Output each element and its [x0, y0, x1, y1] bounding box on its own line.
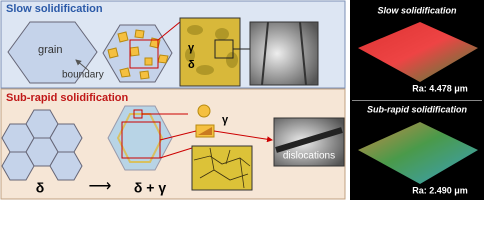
micrograph	[191, 145, 253, 191]
tem-texture	[275, 127, 343, 153]
micro-texture	[185, 25, 238, 75]
phase-label: δ	[36, 180, 45, 196]
surface-title: Slow solidification	[377, 5, 457, 15]
zoom-line	[159, 130, 197, 141]
gamma-shape	[198, 127, 212, 135]
tem-image	[249, 21, 319, 86]
gamma-particle	[197, 104, 211, 118]
transform-arrow: ⟶	[89, 178, 112, 195]
grain-hex	[7, 21, 98, 84]
zoom-arrow	[213, 130, 273, 143]
gamma-label: γ	[222, 114, 229, 126]
roughness-label: Ra: 4.478 μm	[412, 83, 468, 93]
roughness-label: Ra: 2.490 μm	[412, 185, 468, 195]
grain-label: grain	[38, 44, 62, 56]
surface-plot	[358, 22, 478, 82]
micro-texture	[193, 147, 251, 189]
panel-title: Slow solidification	[6, 3, 103, 15]
zoom-line	[157, 21, 181, 41]
zoom-line	[159, 147, 193, 159]
divider	[352, 100, 482, 101]
delta-label: δ	[188, 59, 195, 71]
pointer	[75, 59, 89, 71]
zoom-box	[129, 39, 159, 69]
figure: Slow solidification grain boundary γ δ S…	[0, 0, 484, 200]
boundary-label: boundary	[62, 70, 104, 81]
surface-plot	[358, 122, 478, 184]
panel-title: Sub-rapid solidification	[6, 92, 129, 104]
surface-title: Sub-rapid solidification	[367, 104, 468, 114]
gamma-label: γ	[188, 42, 195, 54]
dislocations-label: dislocations	[283, 151, 335, 162]
tem-texture	[261, 21, 307, 86]
phase-label: δ + γ	[134, 180, 166, 196]
honeycomb	[1, 109, 83, 181]
